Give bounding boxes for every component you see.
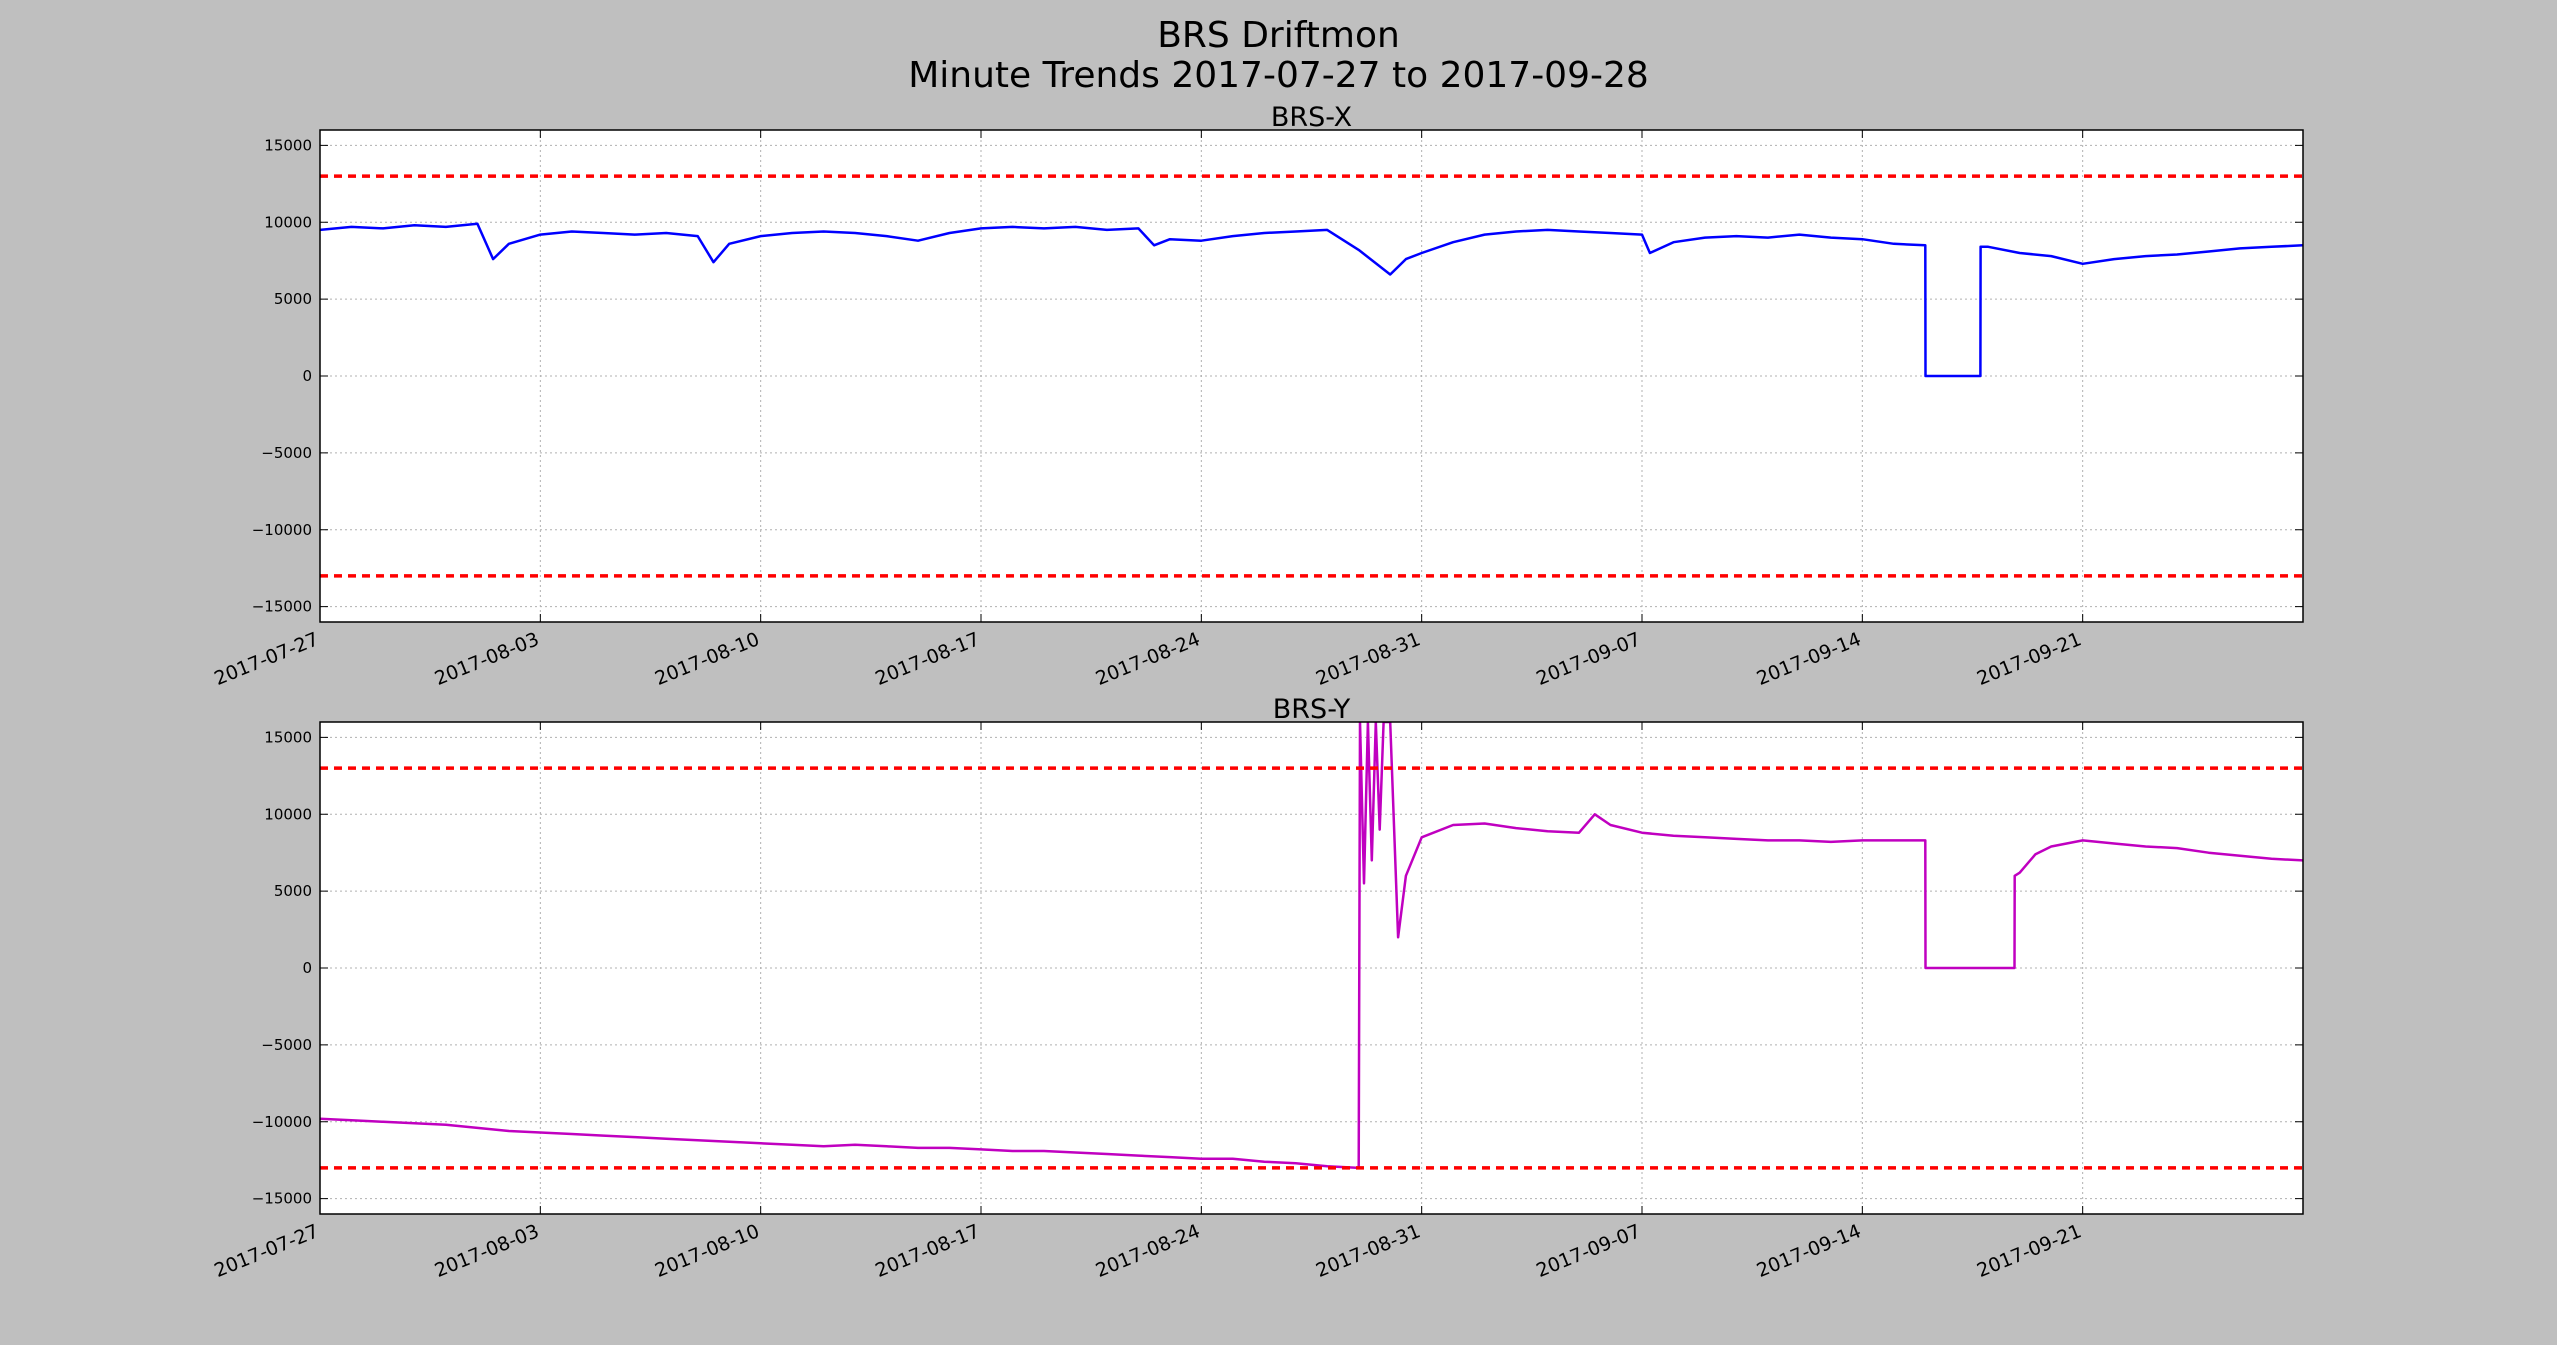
y-tick-label: −5000 bbox=[261, 1036, 312, 1054]
figure-subtitle: Minute Trends 2017-07-27 to 2017-09-28 bbox=[908, 55, 1649, 96]
x-tick-label: 2017-09-14 bbox=[1754, 1220, 1865, 1282]
subplot-title: BRS-X bbox=[1271, 102, 1352, 133]
y-tick-label: −15000 bbox=[252, 598, 312, 616]
x-tick-label: 2017-07-27 bbox=[211, 628, 322, 690]
y-tick-label: 10000 bbox=[264, 805, 312, 823]
y-tick-label: 15000 bbox=[264, 728, 312, 746]
series-line bbox=[320, 722, 2303, 1170]
x-tick-label: 2017-08-03 bbox=[432, 628, 543, 690]
x-tick-label: 2017-09-07 bbox=[1533, 1220, 1644, 1282]
x-tick-label: 2017-07-27 bbox=[211, 1220, 322, 1282]
y-tick-label: −5000 bbox=[261, 444, 312, 462]
y-tick-label: 15000 bbox=[264, 136, 312, 154]
y-tick-label: 5000 bbox=[274, 290, 312, 308]
y-tick-label: −10000 bbox=[252, 1113, 312, 1131]
subplot-title: BRS-Y bbox=[1273, 694, 1351, 725]
x-tick-label: 2017-09-14 bbox=[1754, 628, 1865, 690]
x-tick-label: 2017-09-21 bbox=[1974, 628, 2085, 690]
y-tick-label: 0 bbox=[302, 959, 312, 977]
y-tick-label: −15000 bbox=[252, 1190, 312, 1208]
y-tick-label: 10000 bbox=[264, 213, 312, 231]
x-tick-label: 2017-08-24 bbox=[1093, 1220, 1204, 1282]
x-tick-label: 2017-08-31 bbox=[1313, 1220, 1424, 1282]
x-tick-label: 2017-09-07 bbox=[1533, 628, 1644, 690]
x-tick-label: 2017-08-24 bbox=[1093, 628, 1204, 690]
figure-title: BRS Driftmon bbox=[1157, 15, 1400, 56]
y-tick-label: −10000 bbox=[252, 521, 312, 539]
x-tick-label: 2017-08-10 bbox=[652, 628, 763, 690]
x-tick-label: 2017-08-17 bbox=[872, 628, 983, 690]
x-tick-label: 2017-08-31 bbox=[1313, 628, 1424, 690]
series-line bbox=[320, 222, 2303, 378]
x-tick-label: 2017-08-10 bbox=[652, 1220, 763, 1282]
y-tick-label: 5000 bbox=[274, 882, 312, 900]
x-tick-label: 2017-09-21 bbox=[1974, 1220, 2085, 1282]
y-tick-label: 0 bbox=[302, 367, 312, 385]
x-tick-label: 2017-08-03 bbox=[432, 1220, 543, 1282]
x-tick-label: 2017-08-17 bbox=[872, 1220, 983, 1282]
